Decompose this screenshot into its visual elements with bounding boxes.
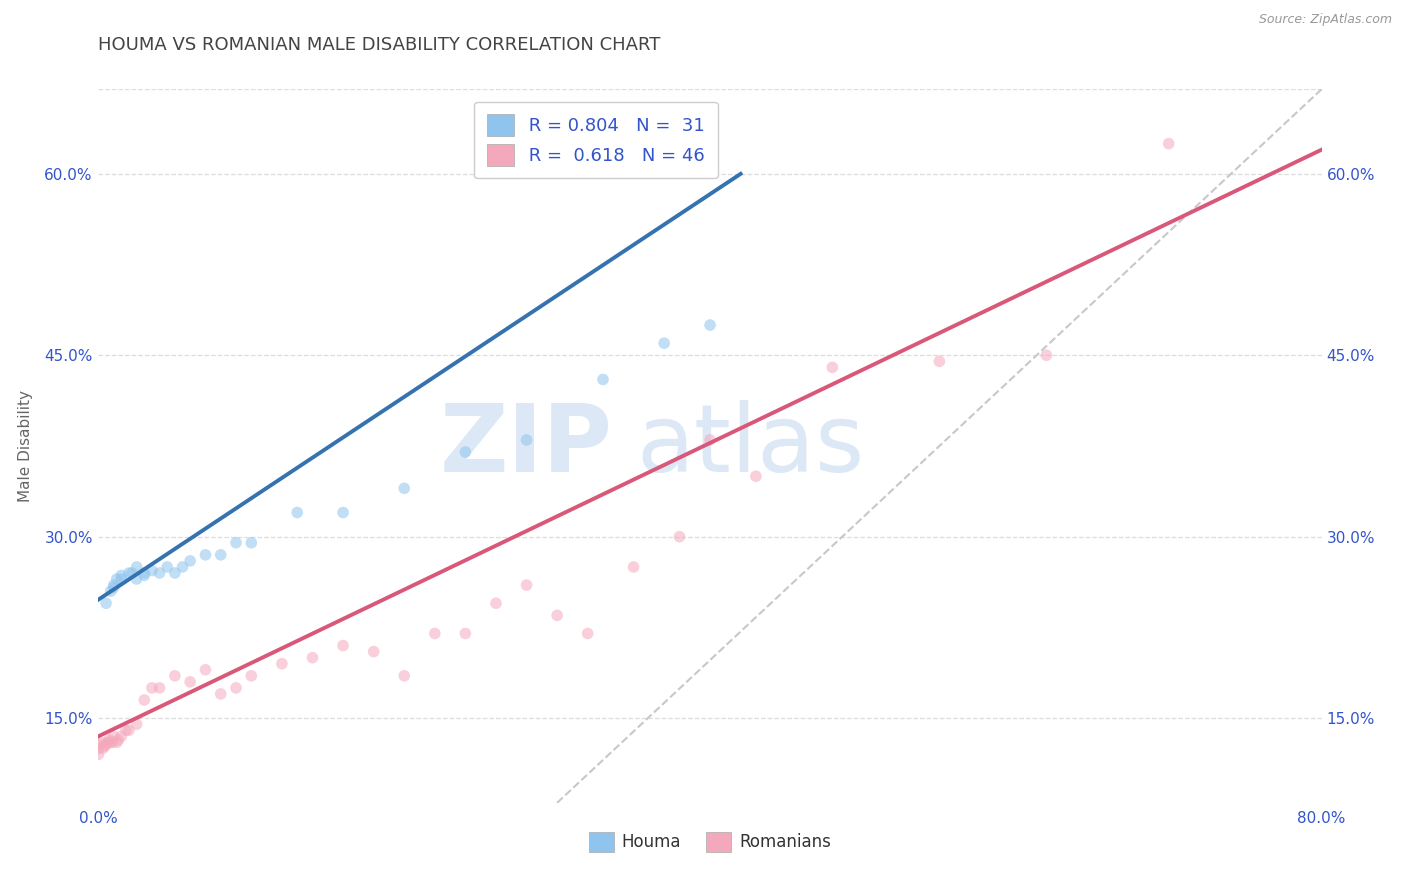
Point — [623, 560, 645, 574]
Point — [163, 566, 186, 580]
Point — [97, 735, 120, 749]
Point — [928, 354, 950, 368]
Point — [332, 639, 354, 653]
Point — [745, 469, 768, 483]
Point — [118, 566, 141, 580]
Point — [699, 318, 721, 332]
Point — [149, 681, 172, 695]
Point — [454, 445, 477, 459]
Point — [110, 572, 132, 586]
Point — [105, 572, 128, 586]
Point — [592, 372, 614, 386]
Point — [93, 739, 115, 753]
Point — [194, 548, 217, 562]
Point — [516, 578, 538, 592]
Point — [134, 568, 156, 582]
Point — [103, 581, 125, 595]
Point — [110, 568, 132, 582]
Point — [125, 572, 148, 586]
Point — [141, 564, 163, 578]
Point — [821, 360, 844, 375]
Point — [285, 506, 308, 520]
Point — [668, 530, 690, 544]
Point — [121, 566, 143, 580]
Point — [270, 657, 292, 671]
Point — [332, 506, 354, 520]
Point — [103, 578, 125, 592]
Point — [101, 735, 124, 749]
Point — [94, 738, 117, 752]
Point — [125, 560, 148, 574]
Point — [209, 687, 232, 701]
Point — [225, 535, 247, 549]
Point — [156, 560, 179, 574]
Point — [118, 723, 141, 738]
Point — [87, 738, 110, 752]
Point — [516, 433, 538, 447]
Point — [163, 669, 186, 683]
Point — [100, 584, 122, 599]
Point — [392, 669, 416, 683]
Point — [94, 596, 117, 610]
Point — [107, 732, 129, 747]
Point — [115, 723, 138, 738]
Point — [699, 433, 721, 447]
Point — [240, 669, 263, 683]
Point — [90, 735, 112, 749]
Point — [134, 693, 156, 707]
Point — [134, 566, 156, 580]
Point — [546, 608, 568, 623]
Point — [485, 596, 508, 610]
Point — [105, 735, 128, 749]
Point — [87, 747, 110, 762]
Y-axis label: Male Disability: Male Disability — [18, 390, 34, 502]
Point — [91, 741, 114, 756]
Point — [1035, 348, 1057, 362]
Point — [110, 729, 132, 743]
Point — [423, 626, 446, 640]
Point — [87, 741, 110, 756]
Point — [98, 732, 121, 747]
Point — [576, 626, 599, 640]
Point — [225, 681, 247, 695]
Point — [363, 645, 385, 659]
Point — [454, 626, 477, 640]
Point — [301, 650, 323, 665]
Point — [103, 729, 125, 743]
Text: Source: ZipAtlas.com: Source: ZipAtlas.com — [1258, 13, 1392, 27]
Text: atlas: atlas — [637, 400, 865, 492]
Point — [172, 560, 194, 574]
Point — [179, 554, 201, 568]
Legend: Houma, Romanians: Houma, Romanians — [582, 825, 838, 859]
Point — [240, 535, 263, 549]
Point — [141, 681, 163, 695]
Point — [149, 566, 172, 580]
Text: HOUMA VS ROMANIAN MALE DISABILITY CORRELATION CHART: HOUMA VS ROMANIAN MALE DISABILITY CORREL… — [98, 36, 661, 54]
Point — [194, 663, 217, 677]
Point — [125, 717, 148, 731]
Point — [179, 674, 201, 689]
Point — [1157, 136, 1180, 151]
Point — [100, 735, 122, 749]
Point — [392, 481, 416, 495]
Text: ZIP: ZIP — [439, 400, 612, 492]
Point — [209, 548, 232, 562]
Point — [652, 336, 675, 351]
